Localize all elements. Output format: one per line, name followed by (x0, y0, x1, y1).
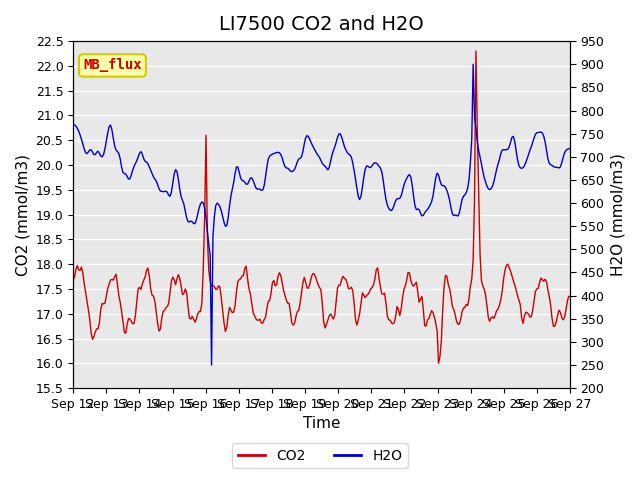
Text: MB_flux: MB_flux (83, 59, 141, 72)
Title: LI7500 CO2 and H2O: LI7500 CO2 and H2O (220, 15, 424, 34)
Legend: CO2, H2O: CO2, H2O (232, 443, 408, 468)
Y-axis label: H2O (mmol/m3): H2O (mmol/m3) (610, 153, 625, 276)
Y-axis label: CO2 (mmol/m3): CO2 (mmol/m3) (15, 154, 30, 276)
X-axis label: Time: Time (303, 417, 340, 432)
